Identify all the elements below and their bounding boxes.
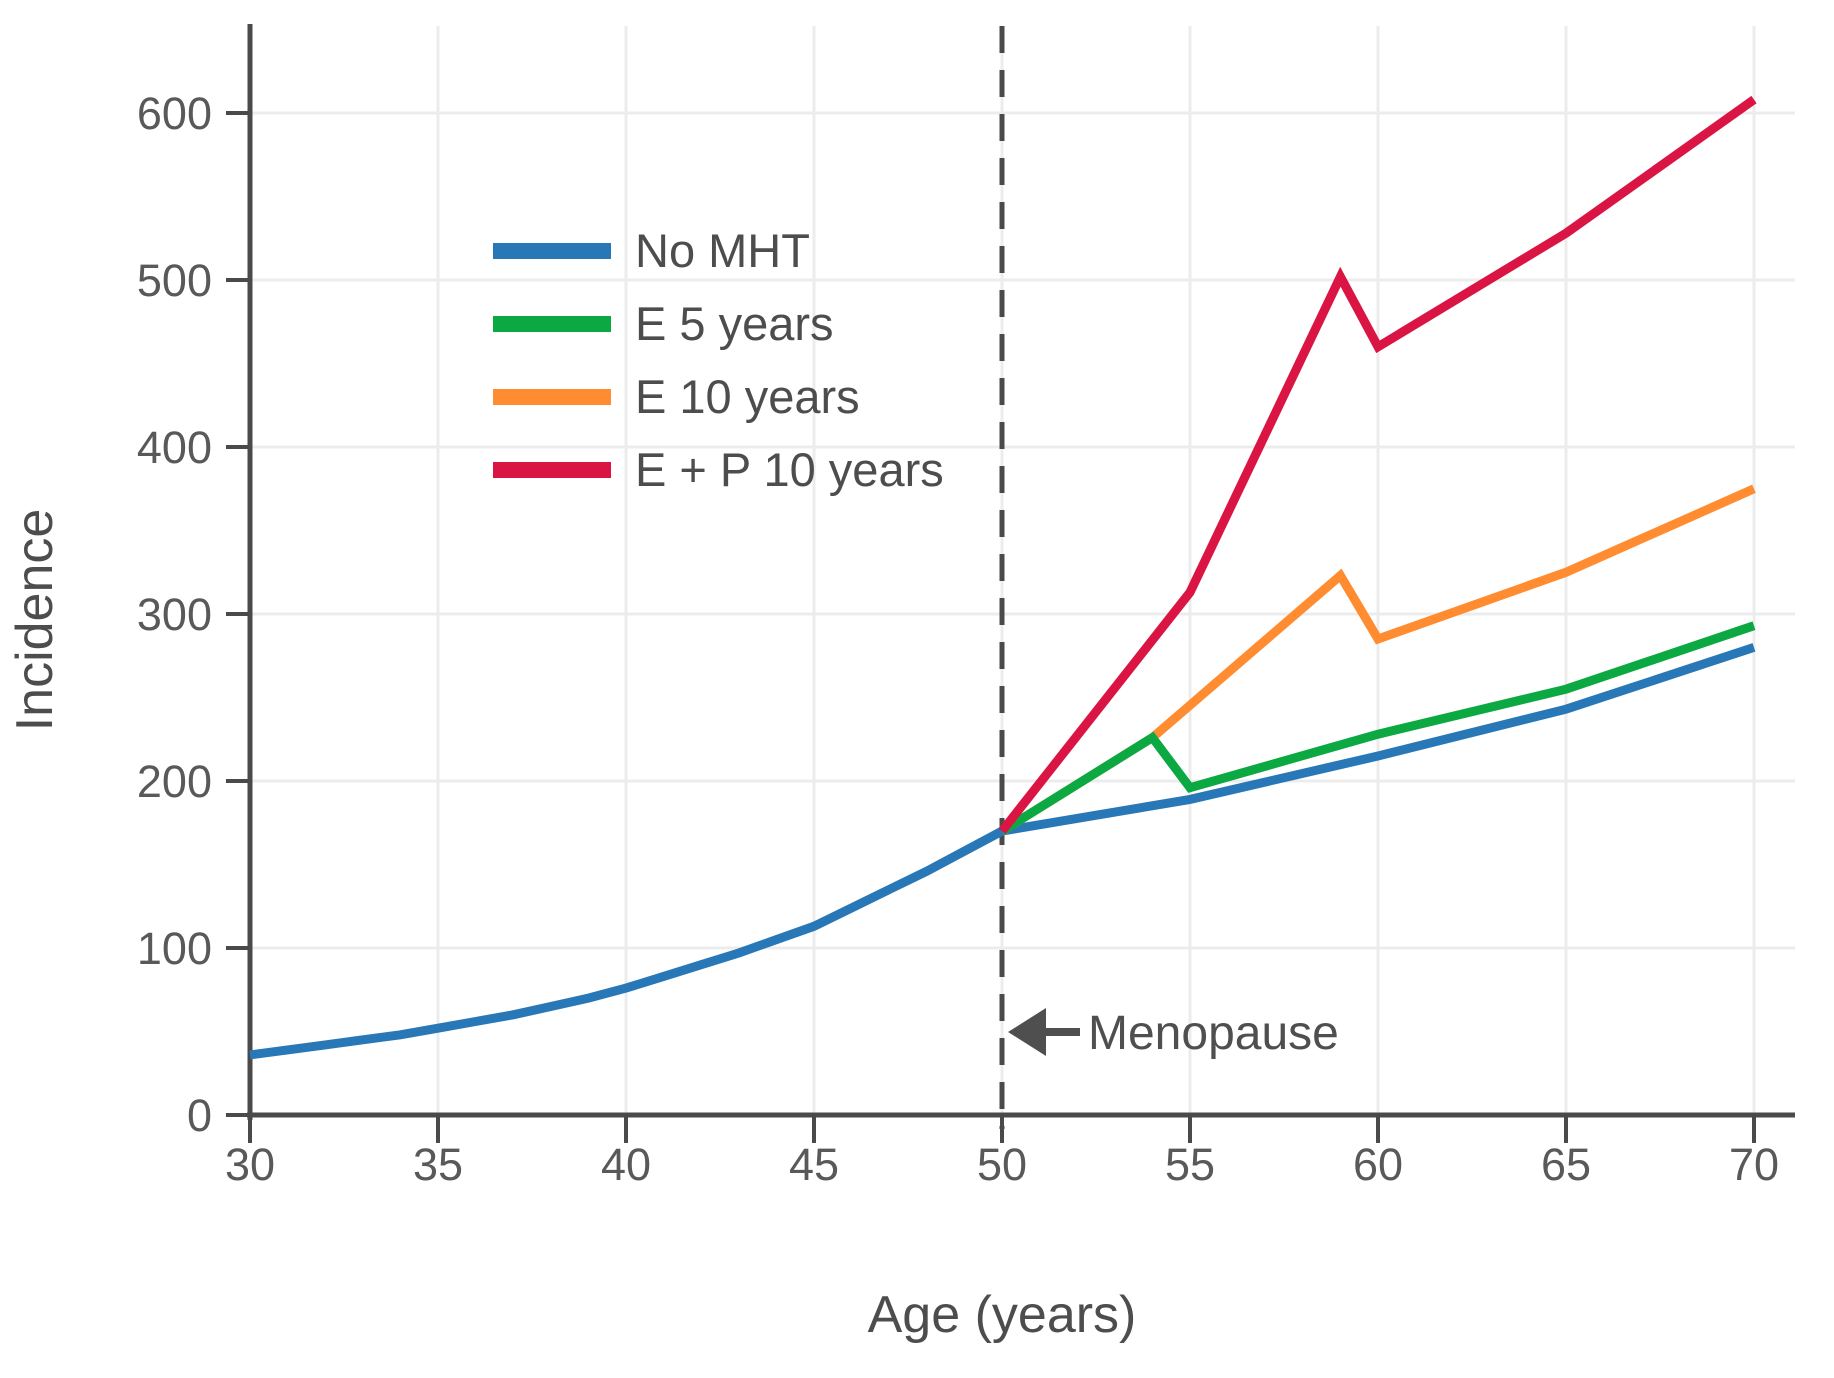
legend-item: E 10 years — [493, 360, 944, 433]
x-tick-label: 70 — [1729, 1139, 1779, 1190]
legend-label: E 10 years — [635, 370, 860, 423]
legend-item: E + P 10 years — [493, 433, 944, 506]
legend-swatch — [493, 315, 611, 332]
menopause-annotation: Menopause — [1008, 1007, 1339, 1060]
y-tick-label: 400 — [137, 422, 212, 473]
chart-generated-layers: 30 35 40 45 50 55 60 65 70 0 100 200 300 400 500 600 — [137, 24, 1795, 1190]
x-tick-label: 30 — [225, 1139, 275, 1190]
legend: No MHT E 5 years E 10 years E + P 10 years — [493, 214, 944, 506]
y-axis-title: Incidence — [6, 509, 64, 732]
x-tick-label: 65 — [1541, 1139, 1591, 1190]
x-tick-label: 45 — [789, 1139, 839, 1190]
x-tick-label: 40 — [601, 1139, 651, 1190]
y-tick-label: 600 — [137, 88, 212, 139]
legend-item: E 5 years — [493, 287, 944, 360]
legend-label: E 5 years — [635, 297, 834, 350]
x-tick-label: 55 — [1165, 1139, 1215, 1190]
series-line-e-5-years — [999, 621, 1756, 835]
legend-swatch — [493, 242, 611, 259]
legend-swatch — [493, 461, 611, 478]
y-tick-label: 100 — [137, 923, 212, 974]
legend-label: E + P 10 years — [635, 443, 944, 496]
legend-label: No MHT — [635, 224, 810, 277]
x-tick-label: 60 — [1353, 1139, 1403, 1190]
y-tick-label: 300 — [137, 589, 212, 640]
x-tick-label: 35 — [413, 1139, 463, 1190]
series-line-e-p-10-years — [998, 95, 1757, 834]
arrow-left-icon — [1008, 1008, 1046, 1056]
y-tick-label: 0 — [187, 1090, 212, 1141]
legend-swatch — [493, 388, 611, 405]
y-tick-label: 500 — [137, 255, 212, 306]
legend-item: No MHT — [493, 214, 944, 287]
x-axis-title: Age (years) — [868, 1286, 1137, 1344]
x-tick-label: 50 — [977, 1139, 1027, 1190]
y-tick-label: 200 — [137, 756, 212, 807]
menopause-label: Menopause — [1088, 1007, 1339, 1060]
